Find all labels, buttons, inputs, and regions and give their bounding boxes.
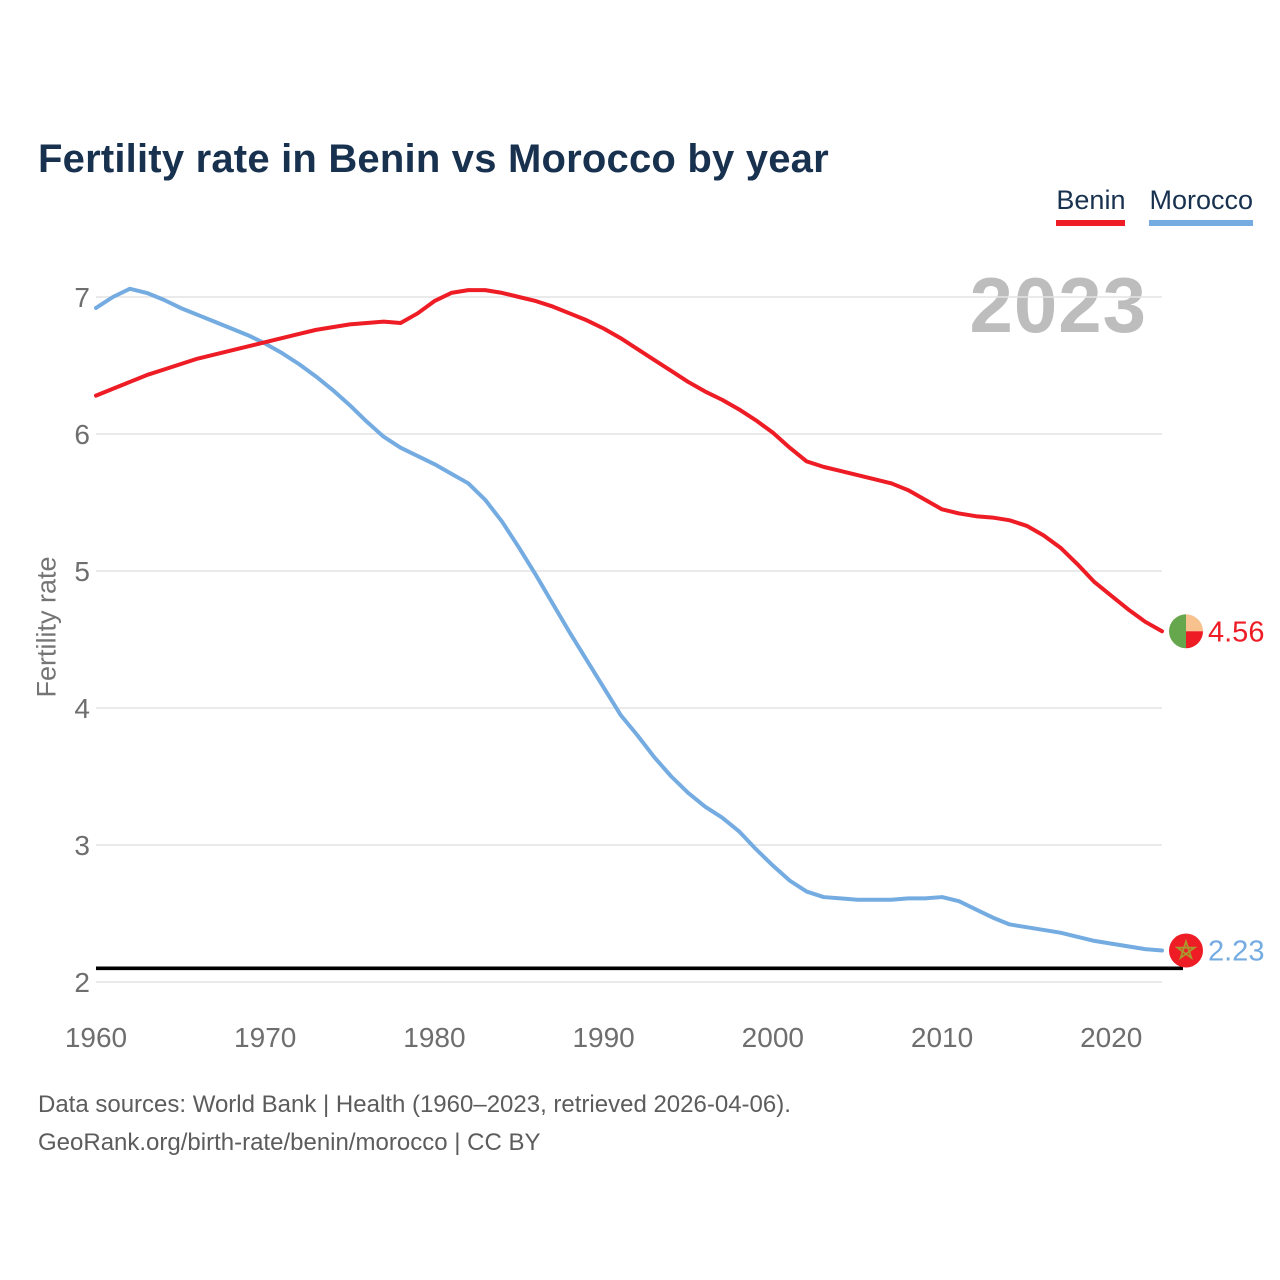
legend-label-morocco: Morocco [1149,185,1253,215]
page-title: Fertility rate in Benin vs Morocco by ye… [38,136,829,181]
legend-swatch-benin [1056,219,1126,226]
morocco-end-value: 2.23 [1208,935,1264,967]
svg-text:6: 6 [74,419,90,450]
x-axis-labels: 1960 1970 1980 1990 2000 2010 2020 [65,1022,1143,1053]
svg-text:2010: 2010 [911,1022,973,1053]
legend-label-benin: Benin [1056,185,1126,215]
benin-line [94,288,1164,634]
footer-sources: Data sources: World Bank | Health (1960–… [38,1091,791,1118]
svg-text:1970: 1970 [234,1022,296,1053]
svg-text:2: 2 [74,967,90,998]
morocco-flag-marker [1169,933,1203,968]
benin-end-value: 4.56 [1208,616,1264,648]
svg-text:2000: 2000 [742,1022,804,1053]
legend-swatch-morocco [1149,219,1253,226]
svg-text:1980: 1980 [403,1022,465,1053]
svg-text:4: 4 [74,693,90,724]
svg-text:1990: 1990 [572,1022,634,1053]
legend: Benin Morocco [1056,185,1253,226]
y-axis-labels: 2 3 4 5 6 7 [74,282,90,998]
gridlines [96,296,1162,983]
benin-flag-marker [1169,614,1203,649]
svg-text:5: 5 [74,556,90,587]
svg-text:7: 7 [74,282,90,313]
svg-text:1960: 1960 [65,1022,127,1053]
legend-item-benin[interactable]: Benin [1056,185,1126,226]
legend-item-morocco[interactable]: Morocco [1149,185,1253,226]
footer: Data sources: World Bank | Health (1960–… [38,1086,791,1162]
svg-text:2020: 2020 [1080,1022,1142,1053]
morocco-line [94,286,1164,953]
footer-attribution: GeoRank.org/birth-rate/benin/morocco | C… [38,1129,541,1156]
year-watermark: 2023 [969,261,1147,349]
svg-text:3: 3 [74,830,90,861]
